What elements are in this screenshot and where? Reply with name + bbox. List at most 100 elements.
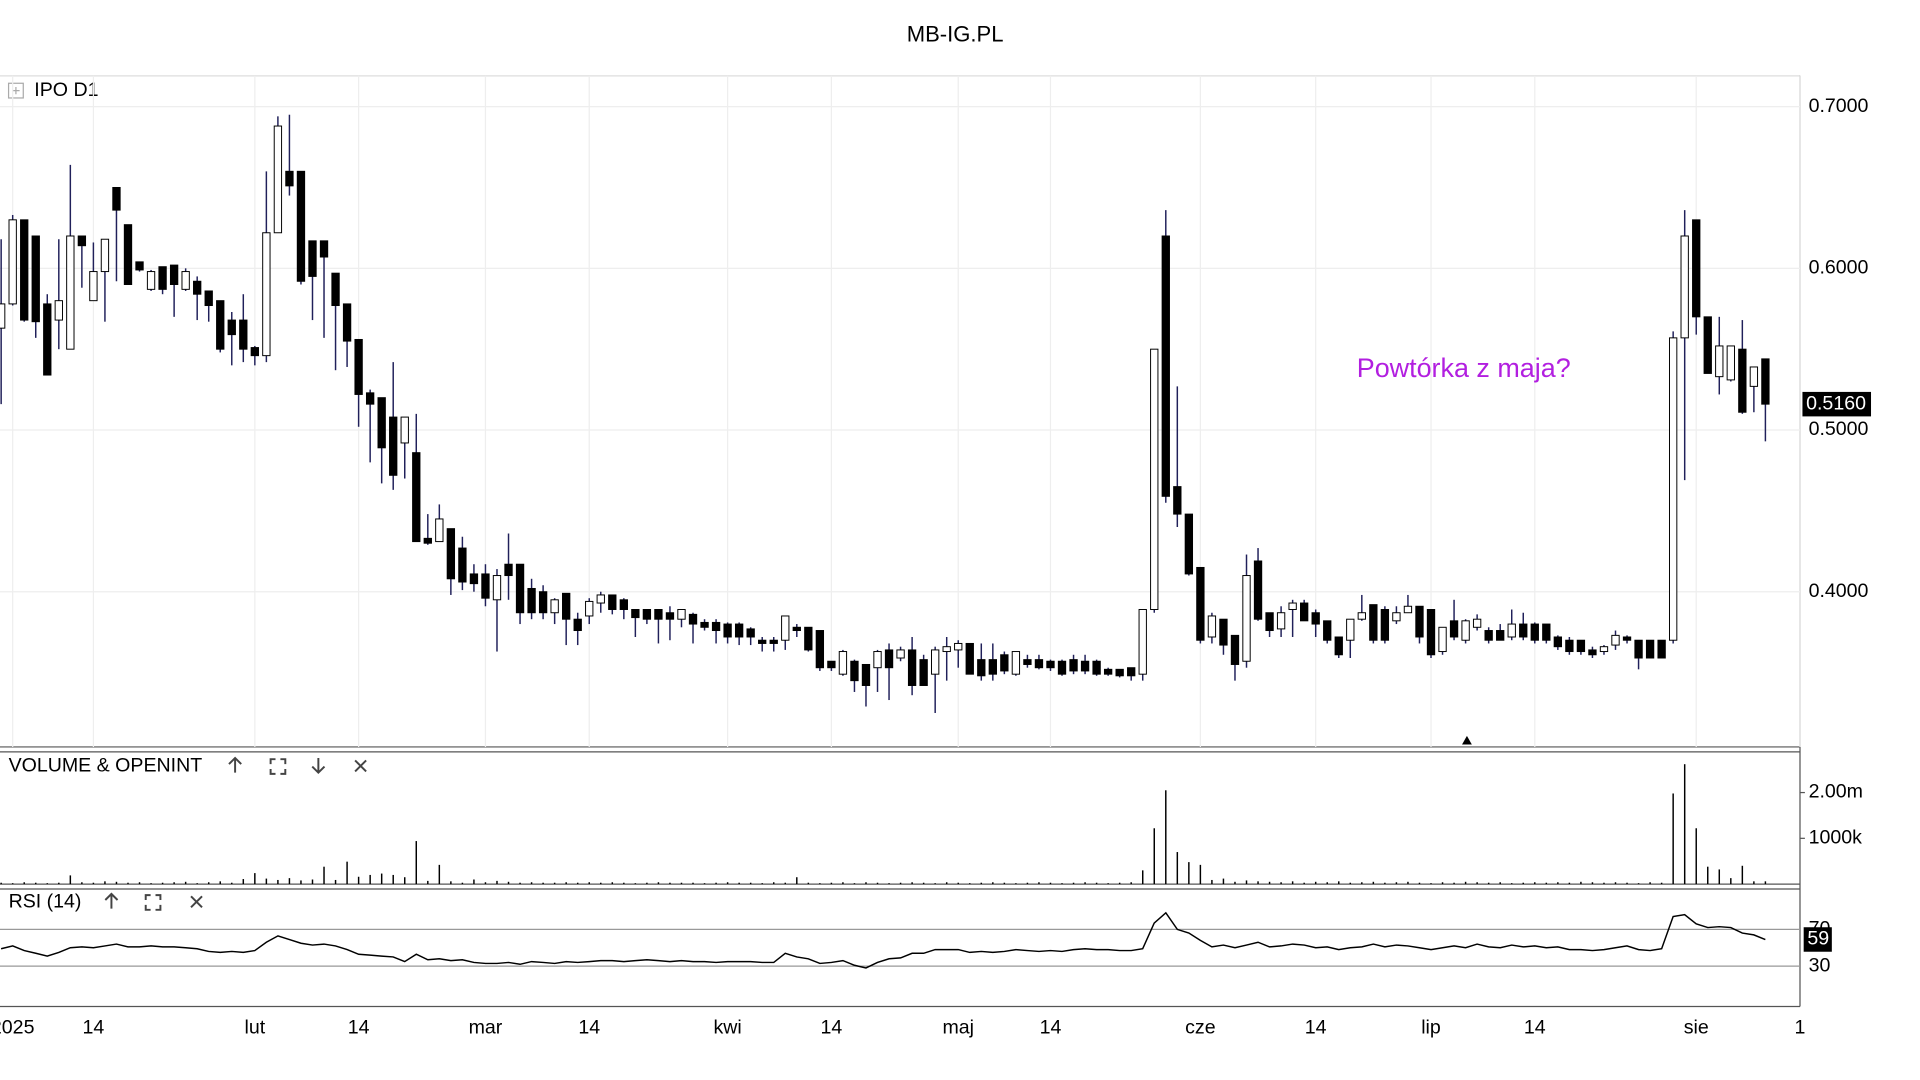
expand-icon xyxy=(12,86,20,95)
expand-button[interactable] xyxy=(7,82,24,99)
candle-body xyxy=(250,347,259,357)
candle-body xyxy=(1196,566,1205,641)
candle-body xyxy=(285,170,294,187)
candle-body xyxy=(43,303,52,376)
candle-body xyxy=(515,563,525,614)
candle-body xyxy=(527,587,536,614)
candle-body xyxy=(942,646,951,653)
candle-body xyxy=(1103,668,1113,675)
y-tick-label: 2.00m xyxy=(1809,781,1863,803)
x-tick-label: maj xyxy=(942,1017,974,1039)
y-tick-label: 0.6000 xyxy=(1809,257,1869,279)
candle-body xyxy=(1369,604,1378,641)
candle-body xyxy=(758,639,767,644)
candle-body xyxy=(446,528,456,580)
candle-body xyxy=(100,238,110,273)
candle-body xyxy=(1161,235,1170,497)
candle-body xyxy=(1703,316,1712,374)
candle-body xyxy=(769,639,778,644)
move-up-button[interactable] xyxy=(228,756,242,773)
candle-body xyxy=(1265,612,1274,632)
candle-body xyxy=(89,271,98,302)
candle-body xyxy=(377,397,386,449)
candle-body xyxy=(8,219,17,305)
candle-body xyxy=(1438,626,1447,653)
x-tick-label: cze xyxy=(1185,1017,1216,1039)
candle-body xyxy=(573,618,582,632)
maximize-button[interactable] xyxy=(144,894,162,911)
candle-body xyxy=(158,266,167,290)
x-tick-label: 14 xyxy=(348,1017,370,1039)
x-tick-label: 14 xyxy=(1524,1017,1546,1039)
candle-body xyxy=(907,649,917,686)
candle-body xyxy=(1000,654,1009,672)
x-tick-label: lip xyxy=(1421,1017,1441,1039)
candle-body xyxy=(1346,618,1355,641)
candle-body xyxy=(1599,646,1609,653)
candle-body xyxy=(1127,667,1136,677)
candle-body xyxy=(0,303,6,329)
candle-body xyxy=(216,300,225,350)
candle-body xyxy=(1380,609,1390,641)
move-down-button[interactable] xyxy=(311,757,326,775)
event-marker xyxy=(1462,735,1472,745)
candle-body xyxy=(977,659,986,677)
candle-body xyxy=(204,290,213,307)
candle-body xyxy=(538,591,548,614)
candle-body xyxy=(884,649,894,669)
candle-body xyxy=(1507,623,1516,638)
candle-body xyxy=(1334,636,1343,656)
x-tick-label: 2025 xyxy=(0,1017,35,1039)
candle-body xyxy=(1392,612,1401,622)
candle-body xyxy=(146,271,156,290)
candle-body xyxy=(239,319,248,350)
candle-body xyxy=(1496,630,1505,641)
candle-body xyxy=(746,628,755,638)
candle-body xyxy=(1288,602,1297,610)
candle-body xyxy=(619,599,628,610)
candle-body xyxy=(1150,348,1159,610)
candle-body xyxy=(1761,358,1770,405)
candle-body xyxy=(1415,605,1424,638)
candle-body xyxy=(827,660,836,669)
candle-body xyxy=(861,663,871,686)
candle-body xyxy=(1138,609,1147,675)
x-tick-label: 14 xyxy=(578,1017,600,1039)
candle-body xyxy=(469,573,479,585)
candle-body xyxy=(642,609,652,620)
candle-body xyxy=(1242,575,1251,662)
candle-body xyxy=(1219,618,1228,646)
candle-body xyxy=(1611,634,1620,646)
x-tick-label: sie xyxy=(1684,1017,1709,1039)
candle-body xyxy=(331,272,340,307)
candle-body xyxy=(1403,605,1413,614)
maximize-button[interactable] xyxy=(269,758,287,775)
close-button[interactable] xyxy=(190,895,203,909)
candle-body xyxy=(169,264,179,285)
candle-body xyxy=(1645,639,1655,659)
candle-body xyxy=(492,575,502,601)
candle-body xyxy=(1426,609,1436,656)
candle-body xyxy=(596,594,605,604)
candle-body xyxy=(608,594,617,610)
candle-body xyxy=(273,125,283,234)
page-title: MB-IG.PL xyxy=(907,21,1004,46)
candle-body xyxy=(711,621,721,632)
candle-body xyxy=(1034,659,1044,669)
candle-body xyxy=(919,659,928,686)
candle-body xyxy=(1449,620,1459,638)
close-button[interactable] xyxy=(354,759,367,773)
x-tick-label: kwi xyxy=(713,1017,741,1039)
candle-body xyxy=(1357,612,1366,620)
candle-body xyxy=(319,240,329,258)
candle-body xyxy=(123,224,133,285)
candle-body xyxy=(1749,366,1759,387)
x-tick-label: lut xyxy=(244,1017,265,1039)
candle-body xyxy=(677,609,686,620)
candle-body xyxy=(354,338,363,395)
candle-body xyxy=(792,626,801,632)
annotation: Powtórka z maja? xyxy=(1357,353,1571,383)
candle-body xyxy=(1173,486,1182,515)
move-up-button[interactable] xyxy=(104,892,119,909)
